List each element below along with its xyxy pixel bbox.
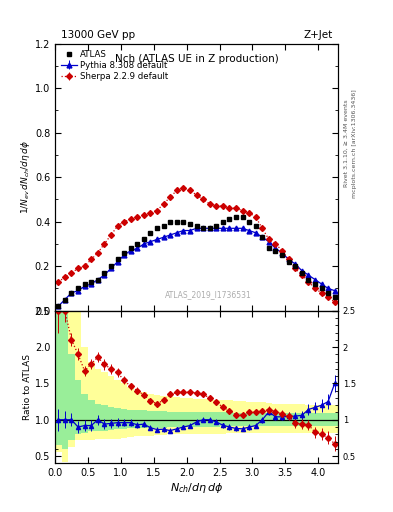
Text: ATLAS_2019_I1736531: ATLAS_2019_I1736531: [164, 290, 251, 299]
ATLAS: [141, 237, 146, 243]
ATLAS: [319, 285, 324, 291]
ATLAS: [306, 276, 311, 283]
ATLAS: [122, 250, 127, 256]
ATLAS: [194, 223, 199, 229]
ATLAS: [233, 214, 238, 220]
ATLAS: [56, 303, 61, 309]
Line: ATLAS: ATLAS: [56, 215, 337, 309]
ATLAS: [247, 219, 252, 225]
ATLAS: [102, 270, 107, 276]
Y-axis label: Ratio to ATLAS: Ratio to ATLAS: [23, 354, 32, 420]
ATLAS: [201, 225, 206, 231]
ATLAS: [135, 241, 140, 247]
ATLAS: [174, 219, 179, 225]
ATLAS: [69, 290, 74, 296]
Legend: ATLAS, Pythia 8.308 default, Sherpa 2.2.9 default: ATLAS, Pythia 8.308 default, Sherpa 2.2.…: [59, 48, 170, 82]
Text: 13000 GeV pp: 13000 GeV pp: [61, 30, 135, 39]
ATLAS: [82, 281, 87, 287]
ATLAS: [108, 263, 113, 269]
ATLAS: [273, 247, 278, 253]
ATLAS: [207, 225, 212, 231]
ATLAS: [266, 245, 271, 251]
ATLAS: [95, 276, 100, 283]
Text: Nch (ATLAS UE in Z production): Nch (ATLAS UE in Z production): [115, 54, 278, 64]
ATLAS: [332, 294, 337, 301]
ATLAS: [115, 257, 120, 263]
ATLAS: [220, 219, 225, 225]
ATLAS: [187, 221, 192, 227]
ATLAS: [240, 214, 245, 220]
ATLAS: [76, 285, 81, 291]
ATLAS: [161, 223, 166, 229]
ATLAS: [129, 245, 133, 251]
ATLAS: [326, 290, 331, 296]
ATLAS: [312, 281, 317, 287]
Text: Z+Jet: Z+Jet: [303, 30, 332, 39]
ATLAS: [62, 296, 67, 303]
ATLAS: [214, 223, 219, 229]
ATLAS: [299, 270, 304, 276]
ATLAS: [260, 234, 264, 240]
ATLAS: [181, 219, 186, 225]
ATLAS: [148, 230, 153, 236]
ATLAS: [280, 252, 285, 258]
ATLAS: [168, 219, 173, 225]
ATLAS: [286, 259, 291, 265]
Y-axis label: $1/N_{ev}\, dN_{ch}/d\eta\, d\phi$: $1/N_{ev}\, dN_{ch}/d\eta\, d\phi$: [19, 140, 32, 214]
ATLAS: [227, 217, 232, 223]
ATLAS: [253, 223, 258, 229]
ATLAS: [89, 279, 94, 285]
ATLAS: [293, 263, 298, 269]
X-axis label: $N_{ch}/d\eta\, d\phi$: $N_{ch}/d\eta\, d\phi$: [170, 481, 223, 495]
Text: Rivet 3.1.10, ≥ 3.4M events: Rivet 3.1.10, ≥ 3.4M events: [344, 99, 349, 187]
ATLAS: [155, 225, 160, 231]
Text: mcplots.cern.ch [arXiv:1306.3436]: mcplots.cern.ch [arXiv:1306.3436]: [352, 89, 357, 198]
